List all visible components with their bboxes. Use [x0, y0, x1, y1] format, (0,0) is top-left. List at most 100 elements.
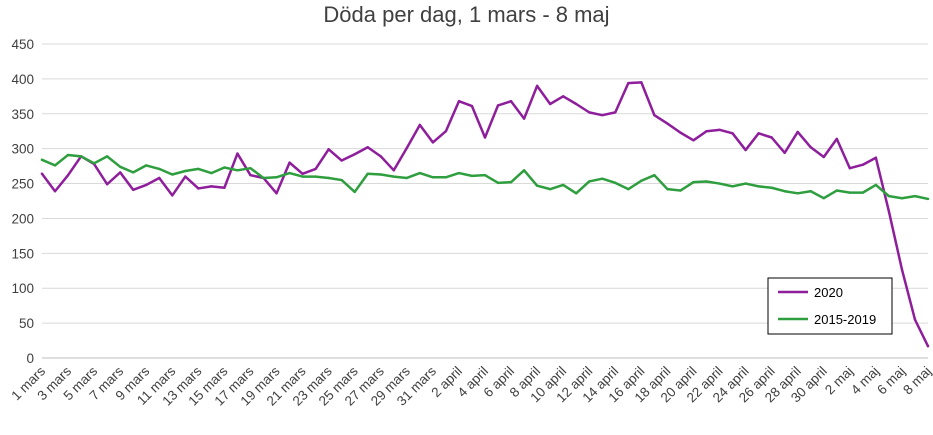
data-point-2020	[809, 146, 812, 149]
data-point-2020	[483, 136, 487, 139]
data-point-2015-2019	[900, 197, 904, 200]
data-point-2015-2019	[171, 173, 174, 176]
data-point-2015-2019	[835, 189, 838, 192]
data-point-2020	[223, 186, 226, 189]
data-point-2015-2019	[614, 181, 617, 185]
data-point-2015-2019	[718, 182, 721, 185]
data-point-2020	[900, 268, 904, 271]
series-lines	[40, 81, 930, 348]
data-point-2020	[926, 344, 930, 348]
data-point-2020	[640, 81, 643, 84]
data-point-2020	[861, 163, 865, 166]
data-point-2015-2019	[679, 189, 682, 192]
data-point-2020	[822, 155, 825, 159]
data-point-2015-2019	[783, 190, 786, 193]
data-point-2020	[588, 111, 591, 114]
data-point-2020	[314, 167, 317, 171]
data-point-2020	[718, 128, 721, 132]
data-point-2015-2019	[210, 171, 213, 175]
data-point-2020	[522, 117, 526, 120]
y-tick-label: 300	[11, 142, 34, 157]
data-point-2015-2019	[275, 176, 278, 179]
y-tick-label: 250	[11, 177, 34, 192]
data-point-2015-2019	[405, 176, 409, 180]
x-tick-label: 6 maj	[874, 364, 908, 398]
x-tick-label: 2 maj	[822, 364, 856, 398]
data-point-2015-2019	[666, 187, 669, 191]
data-point-2015-2019	[470, 174, 474, 178]
data-point-2015-2019	[353, 190, 356, 194]
data-point-2015-2019	[262, 176, 265, 180]
y-tick-label: 150	[11, 246, 34, 261]
data-point-2020	[301, 172, 304, 175]
data-point-2015-2019	[509, 180, 513, 184]
data-point-2020	[770, 136, 773, 139]
data-point-2015-2019	[327, 176, 330, 180]
data-point-2020	[210, 185, 213, 188]
data-point-2015-2019	[561, 183, 565, 187]
data-point-2015-2019	[444, 176, 448, 179]
data-point-2015-2019	[40, 158, 44, 162]
data-point-2015-2019	[796, 192, 799, 195]
data-point-2015-2019	[184, 169, 187, 173]
data-point-2020	[40, 172, 44, 175]
legend-box	[767, 277, 893, 335]
data-point-2015-2019	[874, 183, 878, 187]
y-tick-label: 350	[11, 107, 34, 122]
data-point-2015-2019	[887, 194, 891, 198]
data-point-2020	[184, 175, 187, 178]
data-point-2015-2019	[392, 175, 395, 178]
data-point-2020	[744, 148, 747, 152]
data-point-2015-2019	[588, 180, 591, 183]
y-tick-label: 200	[11, 211, 34, 226]
data-point-2020	[666, 122, 669, 125]
data-point-2015-2019	[601, 177, 604, 180]
data-point-2015-2019	[158, 167, 161, 171]
data-point-2020	[457, 100, 461, 103]
data-point-2020	[340, 159, 343, 162]
chart-title: Döda per dag, 1 mars - 8 maj	[323, 2, 610, 27]
data-point-2020	[405, 146, 409, 150]
data-point-2020	[379, 155, 382, 158]
x-tick-label: 8 maj	[900, 364, 933, 398]
y-tick-label: 0	[26, 351, 34, 366]
data-point-2015-2019	[145, 164, 148, 167]
data-point-2015-2019	[496, 181, 500, 185]
data-point-2015-2019	[288, 171, 291, 175]
data-point-2020	[118, 171, 122, 174]
data-point-2015-2019	[105, 155, 109, 158]
data-point-2020	[874, 156, 878, 159]
data-point-2020	[731, 132, 734, 135]
data-point-2015-2019	[757, 185, 760, 188]
data-point-2015-2019	[848, 191, 852, 194]
data-point-2020	[796, 130, 799, 134]
data-point-2015-2019	[640, 179, 643, 182]
y-tick-label: 400	[11, 72, 34, 87]
data-point-2020	[705, 130, 708, 133]
data-point-2015-2019	[770, 186, 773, 189]
data-point-2015-2019	[53, 164, 57, 167]
data-point-2020	[653, 113, 656, 117]
y-axis-tick-labels: 0 50 100 150 200 250 300 350 400 450	[11, 37, 34, 366]
data-point-2020	[431, 141, 435, 144]
data-point-2020	[327, 148, 330, 151]
legend-label-2015-2019: 2015-2019	[814, 312, 876, 327]
data-point-2015-2019	[809, 190, 812, 193]
data-point-2015-2019	[249, 167, 252, 170]
data-point-2020	[496, 104, 500, 107]
data-point-2020	[614, 111, 617, 114]
data-point-2020	[679, 131, 682, 134]
data-point-2020	[470, 104, 474, 108]
data-point-2015-2019	[236, 169, 239, 172]
data-point-2020	[145, 183, 148, 187]
data-point-2015-2019	[431, 176, 435, 179]
x-tick-label: 4 maj	[848, 364, 882, 398]
y-tick-label: 50	[19, 316, 34, 331]
data-point-2020	[627, 81, 630, 85]
data-point-2015-2019	[483, 173, 487, 177]
data-point-2020	[288, 161, 291, 164]
data-point-2020	[561, 95, 565, 98]
data-point-2020	[783, 151, 786, 155]
data-point-2015-2019	[522, 169, 526, 172]
